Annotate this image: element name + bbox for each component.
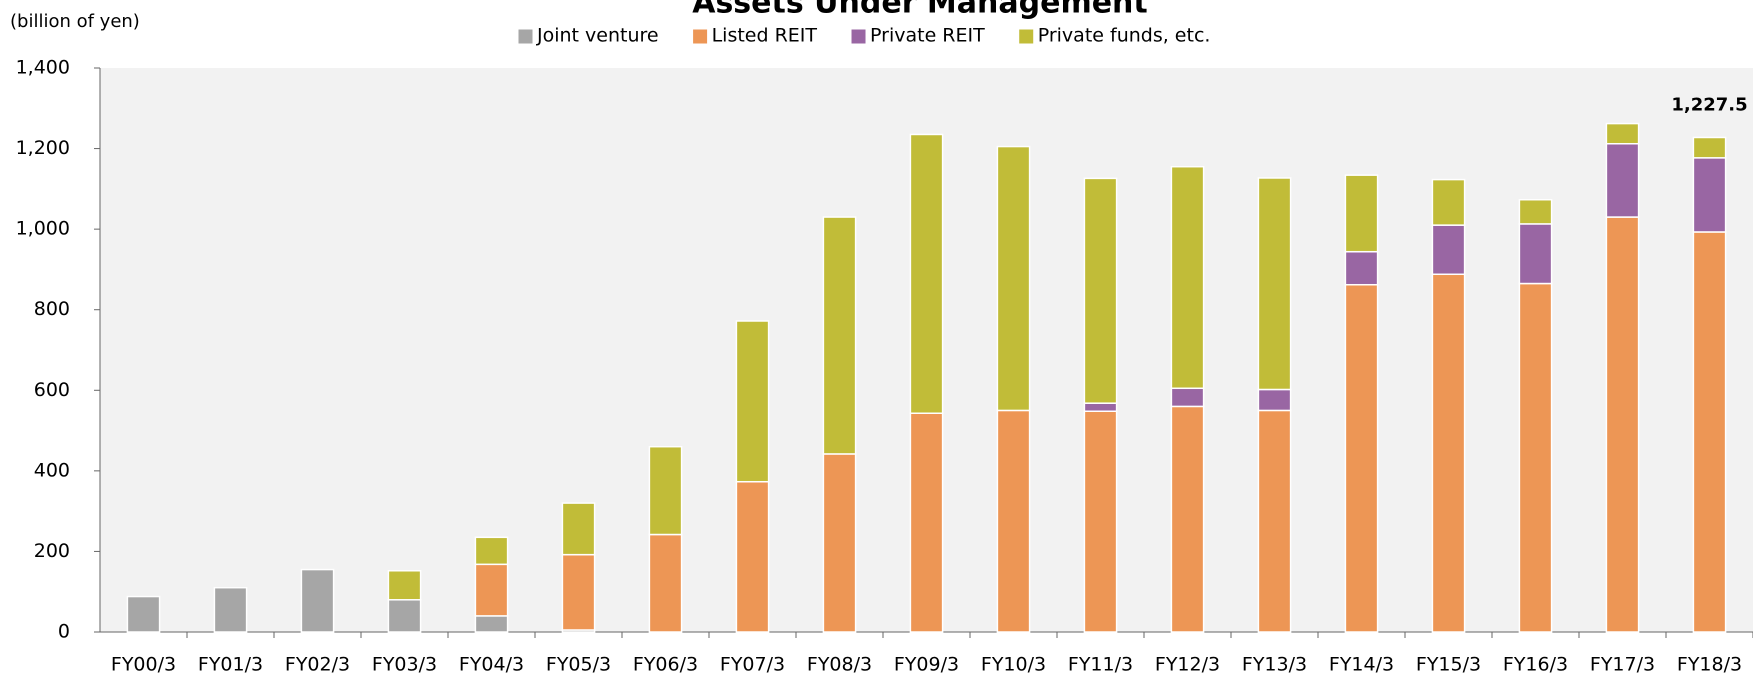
y-tick-label: 1,000 [16, 218, 70, 240]
bar-segment [1605, 142, 1640, 218]
x-tick-label: FY03/3 [372, 654, 437, 676]
bar-segment [1083, 177, 1118, 404]
chart-title: Assets Under Management [692, 0, 1148, 21]
x-tick-label: FY12/3 [1155, 654, 1220, 676]
bar-segment [1257, 388, 1292, 412]
y-tick-label: 1,400 [16, 57, 70, 79]
y-axis-label: (billion of yen) [10, 11, 140, 32]
bar-segment [1605, 122, 1640, 145]
bar-segment [1518, 198, 1553, 225]
annotation: 1,227.5 [1671, 94, 1747, 115]
bar-segment [735, 320, 770, 483]
y-tick-label: 1,200 [16, 137, 70, 159]
x-tick-label: FY00/3 [111, 654, 176, 676]
legend-swatch [850, 28, 867, 45]
bar-segment [1170, 165, 1205, 390]
legend-swatch [517, 28, 534, 45]
legend-label: Private REIT [870, 25, 985, 47]
legend-swatch [1018, 28, 1035, 45]
x-tick-label: FY01/3 [198, 654, 263, 676]
bar-segment [1344, 250, 1379, 286]
y-tick-label: 200 [34, 540, 70, 562]
bar-segment [648, 533, 683, 633]
bar-segment [822, 216, 857, 455]
y-tick-label: 0 [58, 621, 70, 643]
bar-segment [1344, 283, 1379, 633]
legend-label: Joint venture [536, 25, 659, 47]
bar-segment [648, 445, 683, 536]
bar-segment [909, 133, 944, 414]
bar-segment [387, 599, 422, 633]
bar-segment [822, 453, 857, 633]
bar-segment [735, 480, 770, 633]
x-tick-label: FY08/3 [807, 654, 872, 676]
x-tick-label: FY09/3 [894, 654, 959, 676]
bar-segment [1518, 223, 1553, 285]
bar-segment [300, 568, 335, 633]
y-tick-label: 400 [34, 459, 70, 481]
bar-segment [1344, 174, 1379, 253]
bar-segment [1170, 387, 1205, 408]
bar-segment [1605, 216, 1640, 633]
bar-segment [561, 502, 596, 556]
bar-segment [1692, 231, 1727, 633]
y-tick-label: 800 [34, 298, 70, 320]
bar-segment [1170, 405, 1205, 633]
bar-segment [1518, 282, 1553, 633]
x-tick-label: FY04/3 [459, 654, 524, 676]
y-tick-label: 600 [34, 379, 70, 401]
bar-segment [996, 145, 1031, 412]
bar-segment [1257, 177, 1292, 391]
bar-segment [1257, 409, 1292, 633]
x-tick-label: FY10/3 [981, 654, 1046, 676]
bar-segment [1431, 224, 1466, 276]
x-tick-label: FY15/3 [1416, 654, 1481, 676]
bar-segment [474, 563, 509, 617]
bar-segment [1083, 402, 1118, 412]
bar-segment [1083, 410, 1118, 633]
bar-segment [126, 595, 161, 633]
x-tick-label: FY11/3 [1068, 654, 1133, 676]
bar-segment [1431, 273, 1466, 633]
x-tick-label: FY13/3 [1242, 654, 1307, 676]
bar-segment [213, 586, 248, 633]
bar-segment [909, 412, 944, 633]
bar-segment [1692, 136, 1727, 159]
bar-segment [561, 553, 596, 631]
legend-swatch [692, 28, 709, 45]
bar-segment [996, 409, 1031, 633]
legend-label: Listed REIT [712, 25, 818, 47]
x-tick-label: FY16/3 [1503, 654, 1568, 676]
bar-segment [387, 570, 422, 601]
bar-segment [1692, 157, 1727, 233]
x-tick-label: FY14/3 [1329, 654, 1394, 676]
x-tick-label: FY02/3 [285, 654, 350, 676]
x-tick-label: FY17/3 [1590, 654, 1655, 676]
bar-segment [474, 615, 509, 633]
bar-segment [1431, 178, 1466, 226]
x-tick-label: FY07/3 [720, 654, 785, 676]
x-tick-label: FY18/3 [1677, 654, 1742, 676]
x-tick-label: FY06/3 [633, 654, 698, 676]
x-tick-label: FY05/3 [546, 654, 611, 676]
legend-label: Private funds, etc. [1038, 25, 1211, 47]
bar-segment [474, 536, 509, 566]
